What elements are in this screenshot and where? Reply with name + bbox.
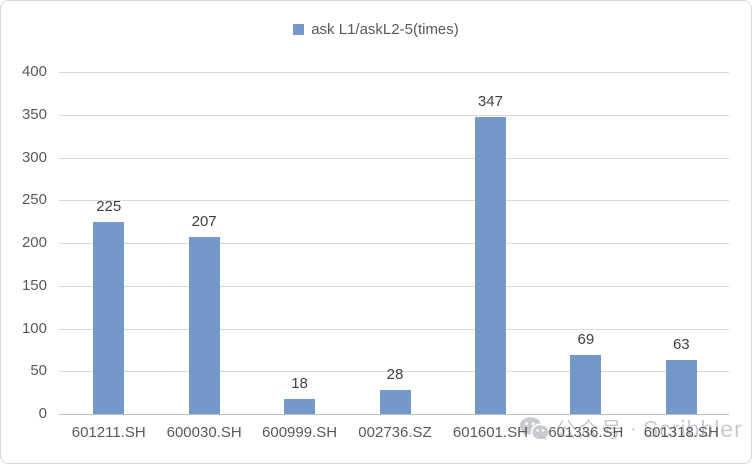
y-tick-label: 400	[21, 63, 47, 80]
gridline	[59, 114, 729, 116]
chart-legend: ask L1/askL2-5(times)	[1, 21, 751, 38]
bar-value-label: 63	[672, 336, 690, 354]
gridline	[59, 72, 729, 73]
bar	[570, 355, 602, 414]
bar-value-label: 69	[577, 331, 595, 348]
bar	[474, 117, 506, 414]
watermark-separator: ·	[630, 417, 637, 440]
bar	[284, 398, 316, 414]
y-tick-label: 300	[21, 148, 47, 166]
y-tick-label: 350	[21, 105, 47, 123]
gridline	[59, 243, 729, 244]
y-tick-label: 200	[21, 234, 47, 251]
bar-value-label: 18	[291, 374, 308, 392]
x-category-label: 600030.SH	[166, 424, 242, 441]
bar-value-label: 347	[477, 93, 503, 111]
gridline	[59, 371, 729, 373]
bar-value-label: 225	[96, 197, 122, 215]
y-tick-label: 100	[21, 319, 47, 337]
bar	[188, 237, 220, 414]
x-category-label: 002736.SZ	[358, 424, 432, 441]
bar	[379, 390, 411, 414]
x-category-label: 601211.SH	[71, 424, 146, 441]
gridline	[59, 285, 729, 287]
x-category-label: 601336.SH	[548, 424, 624, 441]
x-category-label: 601318.SH	[643, 424, 719, 441]
gridline	[59, 200, 729, 202]
bar-value-label: 207	[191, 213, 217, 230]
bar-value-label: 28	[386, 366, 404, 384]
bar	[665, 360, 697, 414]
x-category-label: 600999.SH	[262, 424, 338, 441]
x-axis-line	[59, 414, 729, 415]
watermark-text-en: Scribbler	[643, 415, 743, 442]
watermark: 公众号 · Scribbler	[519, 413, 743, 445]
y-tick-label: 150	[21, 276, 47, 294]
y-tick-label: 0	[38, 405, 47, 422]
legend-label: ask L1/askL2-5(times)	[311, 21, 459, 38]
gridline	[59, 157, 729, 159]
wechat-icon	[519, 416, 549, 440]
x-category-label: 601601.SH	[452, 424, 528, 441]
y-tick-label: 250	[21, 191, 47, 209]
legend-marker-square	[293, 24, 305, 35]
gridline	[59, 328, 729, 330]
watermark-text-cn: 公众号	[555, 419, 624, 442]
bar	[93, 221, 125, 414]
y-tick-label: 50	[30, 362, 47, 380]
